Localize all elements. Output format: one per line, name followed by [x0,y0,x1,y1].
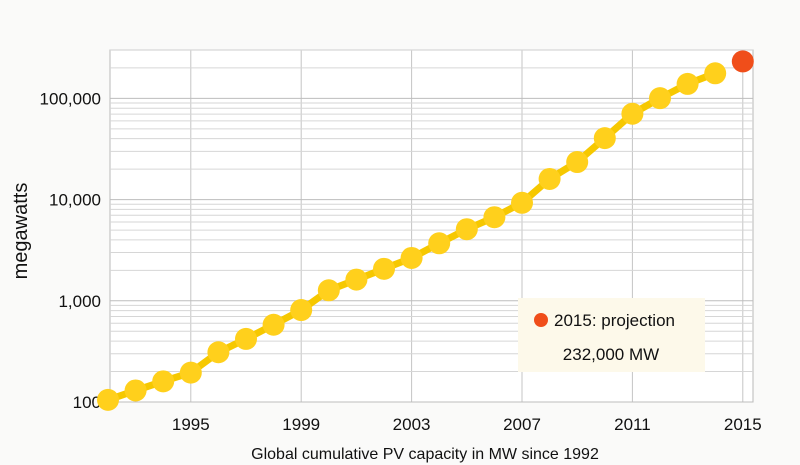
data-point-2012 [649,87,671,110]
data-points [97,50,754,411]
data-point-2009 [566,151,589,174]
data-point-2005 [455,218,478,241]
annotation-box [518,298,705,372]
legend-label: 2015: projection [554,311,675,330]
x-axis-title: Global cumulative PV capacity in MW sinc… [251,446,599,463]
x-tick-label: 1999 [282,415,320,434]
projection-annotation: 2015: projection 232,000 MW [518,298,705,372]
annotation-value: 232,000 MW [563,345,659,364]
data-point-2002 [373,257,395,280]
data-point-1995 [179,361,202,384]
data-point-1999 [290,299,313,322]
data-point-2014 [704,62,727,85]
data-point-1993 [124,379,147,402]
data-point-1994 [152,370,175,393]
y-tick-label: 10,000 [49,191,101,210]
data-point-2011 [621,102,644,125]
x-tick-label: 2007 [503,415,541,434]
data-point-1998 [262,313,285,336]
y-axis-title: megawatts [10,183,32,280]
data-point-1992 [97,388,119,411]
data-point-2013 [676,72,699,95]
x-tick-label: 1995 [172,415,210,434]
data-point-2006 [483,206,506,229]
data-point-2004 [428,232,451,255]
data-point-2010 [593,127,616,150]
y-tick-label: 100,000 [40,89,101,108]
x-tick-label: 2015 [724,415,762,434]
x-tick-labels: 1995 1999 2003 2007 2011 2015 [172,415,762,434]
y-tick-label: 1,000 [58,292,101,311]
x-tick-label: 2003 [393,415,431,434]
data-point-2003 [400,246,423,269]
data-point-1996 [207,341,230,364]
legend-marker-icon [534,313,548,327]
data-point-2007 [511,191,533,214]
data-point-2001 [345,268,368,291]
y-tick-label: 100 [73,393,101,412]
projection-point-2015 [731,50,754,73]
x-tick-label: 2011 [614,415,651,434]
y-tick-labels: 100 1,000 10,000 100,000 [40,89,101,412]
data-point-2008 [538,167,561,190]
data-point-2000 [317,279,340,302]
data-point-1997 [235,327,257,350]
